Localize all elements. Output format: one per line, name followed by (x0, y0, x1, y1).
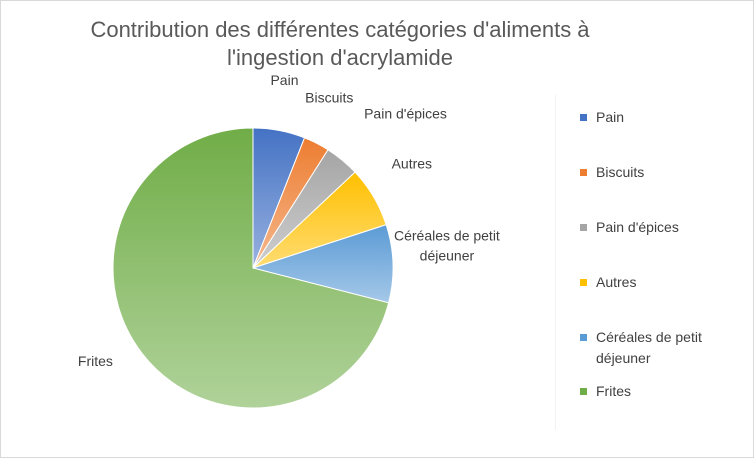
legend-swatch-pain-d-epices (580, 224, 587, 231)
data-label-cereales-de-petit-dejeuner: Céréales de petit déjeuner (394, 228, 500, 264)
data-label-biscuits: Biscuits (305, 89, 353, 105)
legend-label-frites: Frites (596, 383, 631, 399)
legend-item-frites: Frites (580, 381, 740, 402)
data-label-frites: Frites (78, 353, 113, 369)
chart-title-line-2: l'ingestion d'acrylamide (226, 45, 454, 70)
legend-label-pain: Pain (596, 109, 625, 125)
chart-title-line-1: Contribution des différentes catégories … (90, 17, 590, 42)
legend-item-biscuits: Biscuits (580, 162, 740, 183)
pie-data-labels: Pain Biscuits Pain d'épices Autres Céréales … (78, 72, 500, 369)
legend-item-autres: Autres (580, 272, 740, 293)
legend: Pain Biscuits Pain d'épices Autres Céréales … (555, 95, 741, 430)
data-label-pain-d-epices: Pain d'épices (364, 106, 447, 122)
legend-item-pain-d-epices: Pain d'épices (580, 217, 740, 238)
legend-swatch-pain (580, 114, 587, 121)
legend-swatch-autres (580, 279, 587, 286)
legend-label-biscuits: Biscuits (596, 164, 645, 180)
chart-title: Contribution des différentes catégories … (40, 16, 640, 72)
legend-swatch-frites (580, 388, 587, 395)
legend-label-cereales-de-petit-dejeuner: Céréales de petit déjeuner (596, 329, 702, 366)
pie-slices (112, 127, 394, 409)
legend-label-autres: Autres (596, 274, 637, 290)
legend-item-cereales-de-petit-dejeuner: Céréales de petit déjeuner (580, 327, 740, 369)
pie-slice-cereales-de-petit-dejeuner (251, 224, 394, 304)
legend-swatch-cereales-de-petit-dejeuner (580, 334, 587, 341)
pie-slice-frites (112, 127, 390, 409)
data-label-autres: Autres (392, 155, 432, 171)
legend-item-pain: Pain (580, 107, 740, 128)
legend-label-pain-d-epices: Pain d'épices (596, 219, 679, 235)
legend-swatch-biscuits (580, 169, 587, 176)
data-label-pain: Pain (270, 72, 298, 88)
